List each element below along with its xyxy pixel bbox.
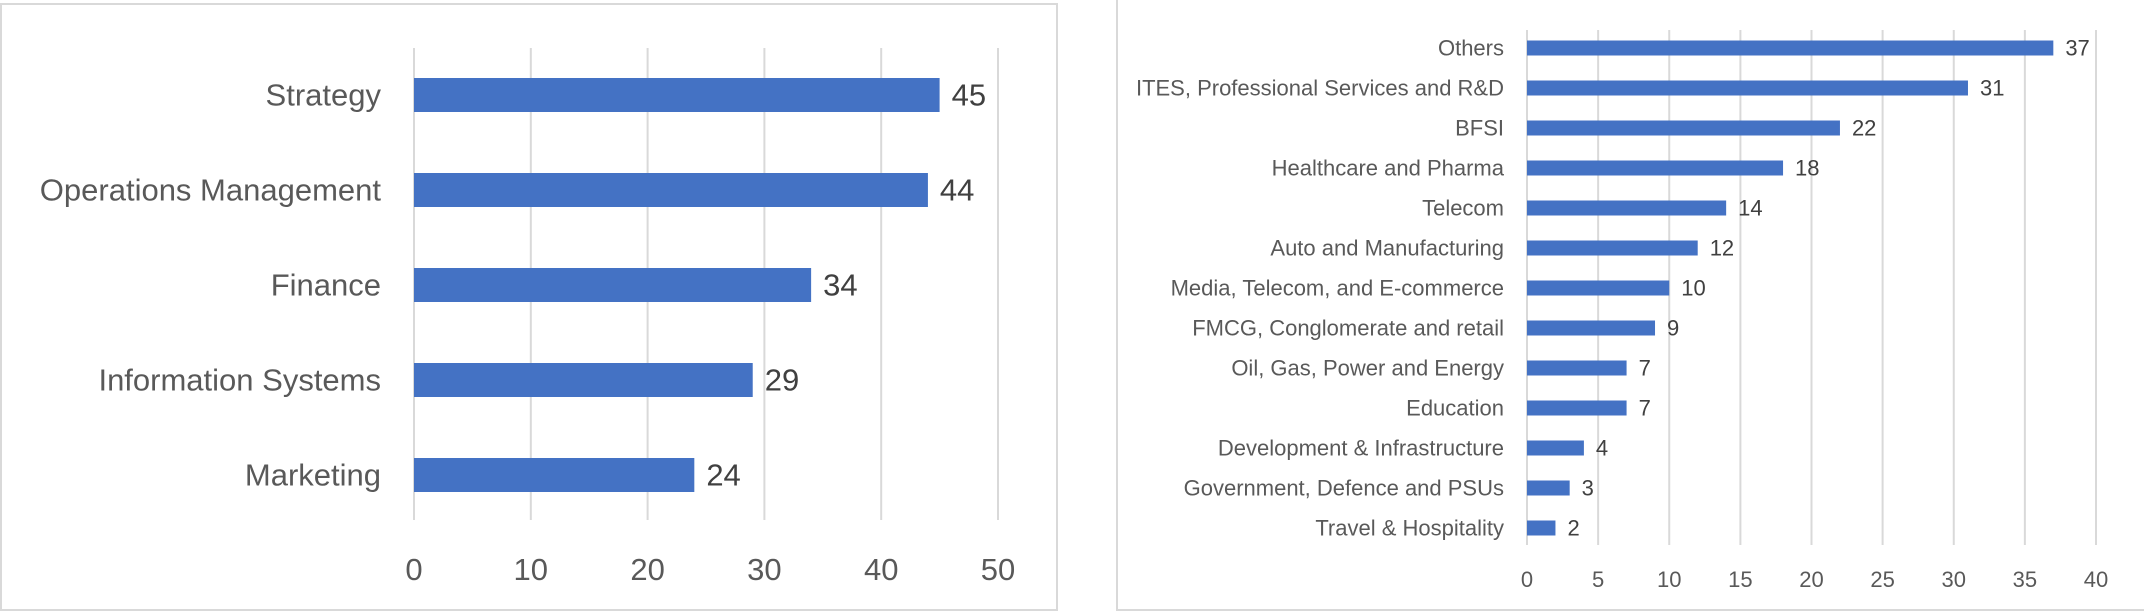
data-label: 18 — [1795, 156, 1819, 181]
bar — [1527, 480, 1570, 496]
chart-panel-right — [1116, 0, 2144, 611]
category-label: Auto and Manufacturing — [1270, 236, 1504, 261]
data-label: 2 — [1567, 516, 1579, 541]
data-label: 14 — [1738, 196, 1762, 221]
x-tick-label: 15 — [1728, 567, 1752, 592]
x-tick-label: 0 — [1521, 567, 1533, 592]
category-label: Others — [1438, 36, 1504, 61]
data-label: 22 — [1852, 116, 1876, 141]
category-label: Healthcare and Pharma — [1272, 156, 1505, 181]
category-label: Operations Management — [40, 173, 382, 208]
category-label: Travel & Hospitality — [1315, 516, 1504, 541]
category-label: Oil, Gas, Power and Energy — [1231, 356, 1504, 381]
category-label: Information Systems — [98, 363, 381, 398]
x-tick-label: 40 — [2084, 567, 2108, 592]
bar — [1527, 360, 1627, 376]
x-tick-label: 40 — [864, 552, 898, 587]
bar — [414, 363, 753, 397]
x-tick-label: 30 — [747, 552, 781, 587]
category-label: ITES, Professional Services and R&D — [1136, 76, 1504, 101]
bar — [1527, 80, 1968, 96]
data-label: 12 — [1710, 236, 1734, 261]
bar — [414, 78, 940, 112]
x-tick-label: 30 — [1942, 567, 1966, 592]
category-label: BFSI — [1455, 116, 1504, 141]
category-label: Government, Defence and PSUs — [1184, 476, 1504, 501]
bar — [1527, 280, 1670, 296]
data-label: 24 — [706, 458, 740, 493]
bar — [1527, 40, 2054, 56]
category-label: Education — [1406, 396, 1504, 421]
data-label: 29 — [765, 363, 799, 398]
bar — [1527, 120, 1840, 136]
bar — [1527, 400, 1627, 416]
category-label: Marketing — [245, 458, 381, 493]
data-label: 44 — [940, 173, 974, 208]
x-tick-label: 50 — [981, 552, 1015, 587]
x-tick-label: 0 — [405, 552, 422, 587]
x-tick-label: 5 — [1592, 567, 1604, 592]
x-tick-label: 35 — [2013, 567, 2037, 592]
data-label: 7 — [1639, 356, 1651, 381]
category-label: Media, Telecom, and E-commerce — [1171, 276, 1504, 301]
x-tick-label: 10 — [1657, 567, 1681, 592]
data-label: 10 — [1681, 276, 1705, 301]
bar — [1527, 240, 1698, 256]
data-label: 3 — [1582, 476, 1594, 501]
category-label: Development & Infrastructure — [1218, 436, 1504, 461]
data-label: 9 — [1667, 316, 1679, 341]
x-tick-label: 10 — [514, 552, 548, 587]
bar — [1527, 440, 1584, 456]
bar — [1527, 200, 1727, 216]
x-tick-label: 20 — [1799, 567, 1823, 592]
bar — [414, 458, 695, 492]
category-label: Telecom — [1422, 196, 1504, 221]
category-label: Finance — [271, 268, 381, 303]
bar — [414, 268, 812, 302]
bar — [1527, 160, 1784, 176]
data-label: 31 — [1980, 76, 2004, 101]
bar — [414, 173, 928, 207]
bar — [1527, 520, 1556, 536]
data-label: 4 — [1596, 436, 1608, 461]
data-label: 7 — [1639, 396, 1651, 421]
data-label: 34 — [823, 268, 857, 303]
data-label: 45 — [952, 78, 986, 113]
category-label: Strategy — [266, 78, 382, 113]
category-label: FMCG, Conglomerate and retail — [1192, 316, 1504, 341]
x-tick-label: 25 — [1870, 567, 1894, 592]
bar — [1527, 320, 1656, 336]
data-label: 37 — [2065, 36, 2089, 61]
x-tick-label: 20 — [630, 552, 664, 587]
